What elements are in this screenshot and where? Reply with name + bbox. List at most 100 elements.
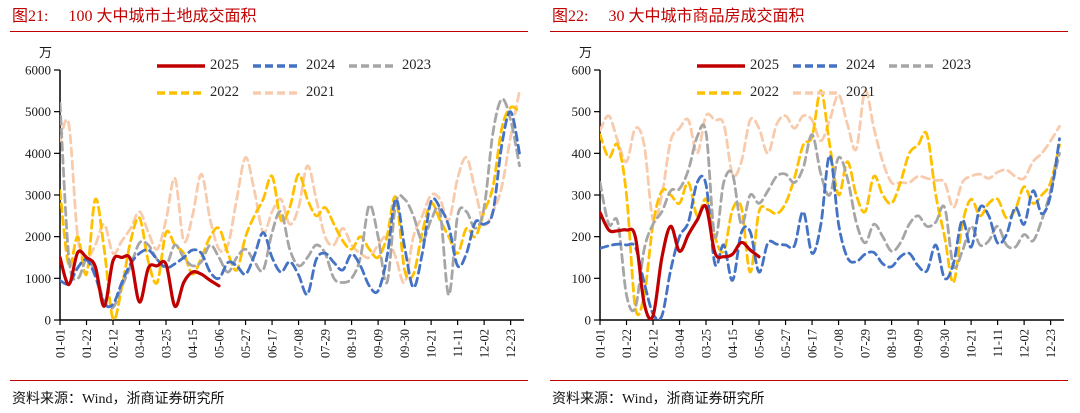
legend-item-2024: 2024 [253,57,335,74]
x-tick-label: 05-27 [239,329,253,358]
x-tick-label: 07-08 [292,329,306,358]
series-2025-line [60,249,221,308]
x-tick-label: 02-12 [647,329,661,358]
x-tick-label: 09-30 [938,329,952,358]
x-tick-label: 12-02 [478,329,492,358]
legend-swatch-2023 [889,63,937,68]
legend-swatch-2023 [349,63,397,68]
x-tick-label: 01-22 [80,329,94,358]
legend-swatch-2025 [157,63,205,68]
figure-title-land: 图21: 100 大中城市土地成交面积 [10,5,528,32]
x-tick-label: 03-25 [700,329,714,358]
source-prefix: 资料来源： [12,392,82,407]
legend-box: 2025 2024 2023 2022 2021 [697,52,971,106]
legend-row: 2025 2024 2023 [697,52,971,79]
legend-label: 2022 [210,84,239,100]
x-tick-label: 09-30 [398,329,412,358]
x-tick-label: 03-04 [673,328,687,358]
source-note: 资料来源：Wind，浙商证券研究所 [10,381,528,408]
series-2021-line [600,89,1061,224]
x-tick-label: 12-02 [1018,329,1032,358]
legend-swatch-2025 [697,63,745,68]
legend-label: 2021 [846,84,875,100]
housing-transaction-chart: 万 0 100 200 300 400 500 600 01-01 01-22 02-12 03-04… [572,45,1064,358]
legend-item-2025: 2025 [697,57,779,74]
series-2021-line [60,89,521,285]
figure-label: 图21: [12,8,49,25]
legend-label: 2023 [942,57,971,73]
source-note: 资料来源：Wind，浙商证券研究所 [550,381,1068,408]
y-axis-unit-label: 万 [39,45,52,60]
legend-label: 2025 [750,57,779,73]
x-tick-label: 01-22 [620,329,634,358]
source-divider [10,380,528,381]
x-tick-label: 08-19 [345,329,359,358]
y-tick-label: 2000 [25,229,51,244]
series-2022-line [60,105,521,320]
x-tick-label: 11-11 [451,329,465,357]
series-2023-line [600,123,1061,313]
chart-legend: 2025 2024 2023 2022 2021 [602,52,1066,106]
legend-row: 2025 2024 2023 [157,52,431,79]
figure-title-text: 100 大中城市土地成交面积 [68,8,257,25]
legend-item-2022: 2022 [157,84,239,101]
y-tick-label: 600 [572,63,592,78]
chart-legend: 2025 2024 2023 2022 2021 [62,52,526,106]
source-text: Wind，浙商证券研究所 [82,392,225,407]
source-divider [550,380,1068,381]
legend-label: 2022 [750,84,779,100]
x-tick-label: 01-01 [594,329,608,358]
y-tick-label: 300 [572,188,592,203]
y-tick-label: 4000 [25,146,51,161]
x-tick-label: 09-09 [912,329,926,358]
x-tick-label: 01-01 [54,329,68,358]
legend-box: 2025 2024 2023 2022 2021 [157,52,431,106]
legend-item-2022: 2022 [697,84,779,101]
y-tick-label: 200 [572,229,592,244]
x-tick-label: 09-09 [372,329,386,358]
y-tick-label: 400 [572,146,592,161]
legend-item-2025: 2025 [157,57,239,74]
x-tick-label: 05-06 [753,329,767,358]
legend-swatch-2022 [697,90,745,95]
legend-row: 2022 2021 [157,79,431,106]
legend-swatch-2024 [793,63,841,68]
legend-label: 2021 [306,84,335,100]
legend-label: 2024 [846,57,875,73]
figure-title-housing: 图22: 30 大中城市商品房成交面积 [550,5,1068,32]
legend-item-2024: 2024 [793,57,875,74]
series-2022-line [600,89,1061,316]
y-axis-unit-label: 万 [579,45,592,60]
y-tick-label: 0 [45,313,52,328]
x-tick-label: 12-23 [1044,329,1058,358]
y-tick-label: 1000 [25,271,51,286]
legend-swatch-2021 [253,90,301,95]
y-tick-label: 6000 [25,63,51,78]
series-2025-line [600,203,761,320]
x-tick-label: 04-15 [186,329,200,358]
x-tick-label: 05-27 [779,329,793,358]
x-tick-label: 12-23 [504,329,518,358]
chart-area-land: 2025 2024 2023 2022 2021 万 0 1000 2000 3000 4000 5… [10,34,528,370]
legend-label: 2025 [210,57,239,73]
x-tick-label: 08-19 [885,329,899,358]
x-tick-label: 06-17 [806,329,820,358]
figure-panel-housing: 图22: 30 大中城市商品房成交面积 2025 2024 2023 2022 2021 … [540,0,1080,408]
x-tick-label: 04-15 [726,329,740,358]
legend-item-2021: 2021 [253,84,335,101]
x-tick-label: 07-29 [319,329,333,358]
y-tick-label: 100 [572,271,592,286]
x-tick-label: 06-17 [266,329,280,358]
legend-item-2023: 2023 [889,57,971,74]
y-tick-label: 0 [585,313,592,328]
legend-item-2021: 2021 [793,84,875,101]
x-tick-label: 05-06 [213,329,227,358]
land-transaction-chart: 万 0 1000 2000 3000 4000 5000 6000 01-01 01-22 02-1… [25,45,524,358]
y-tick-label: 3000 [25,188,51,203]
x-tick-label: 10-21 [425,329,439,358]
x-tick-label: 11-11 [991,329,1005,357]
legend-row: 2022 2021 [697,79,971,106]
figure-label: 图22: [552,8,589,25]
x-tick-label: 07-29 [859,329,873,358]
